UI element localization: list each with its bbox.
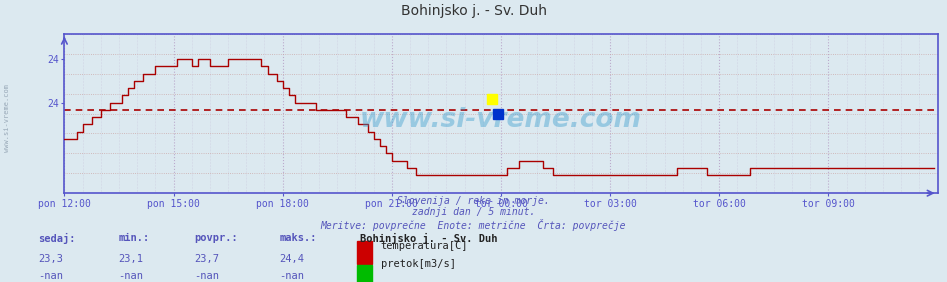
Text: www.si-vreme.com: www.si-vreme.com (360, 107, 642, 133)
Text: min.:: min.: (118, 233, 150, 243)
Text: 23,1: 23,1 (118, 254, 143, 264)
Text: maks.:: maks.: (279, 233, 317, 243)
Text: -nan: -nan (194, 271, 219, 281)
Text: temperatura[C]: temperatura[C] (381, 241, 468, 251)
Text: -nan: -nan (279, 271, 304, 281)
Text: povpr.:: povpr.: (194, 233, 238, 243)
Text: Bohinjsko j. - Sv. Duh: Bohinjsko j. - Sv. Duh (401, 4, 546, 18)
Text: Bohinjsko j. - Sv. Duh: Bohinjsko j. - Sv. Duh (360, 233, 497, 244)
Text: sedaj:: sedaj: (38, 233, 76, 244)
Text: Meritve: povprečne  Enote: metrične  Črta: povprečje: Meritve: povprečne Enote: metrične Črta:… (321, 219, 626, 231)
Text: www.si-vreme.com: www.si-vreme.com (4, 84, 9, 153)
Text: -nan: -nan (38, 271, 63, 281)
Text: Slovenija / reke in morje.: Slovenija / reke in morje. (397, 196, 550, 206)
Text: 23,7: 23,7 (194, 254, 219, 264)
Text: 24,4: 24,4 (279, 254, 304, 264)
Text: pretok[m3/s]: pretok[m3/s] (381, 259, 456, 269)
Text: zadnji dan / 5 minut.: zadnji dan / 5 minut. (412, 207, 535, 217)
Text: 23,3: 23,3 (38, 254, 63, 264)
Text: -nan: -nan (118, 271, 143, 281)
